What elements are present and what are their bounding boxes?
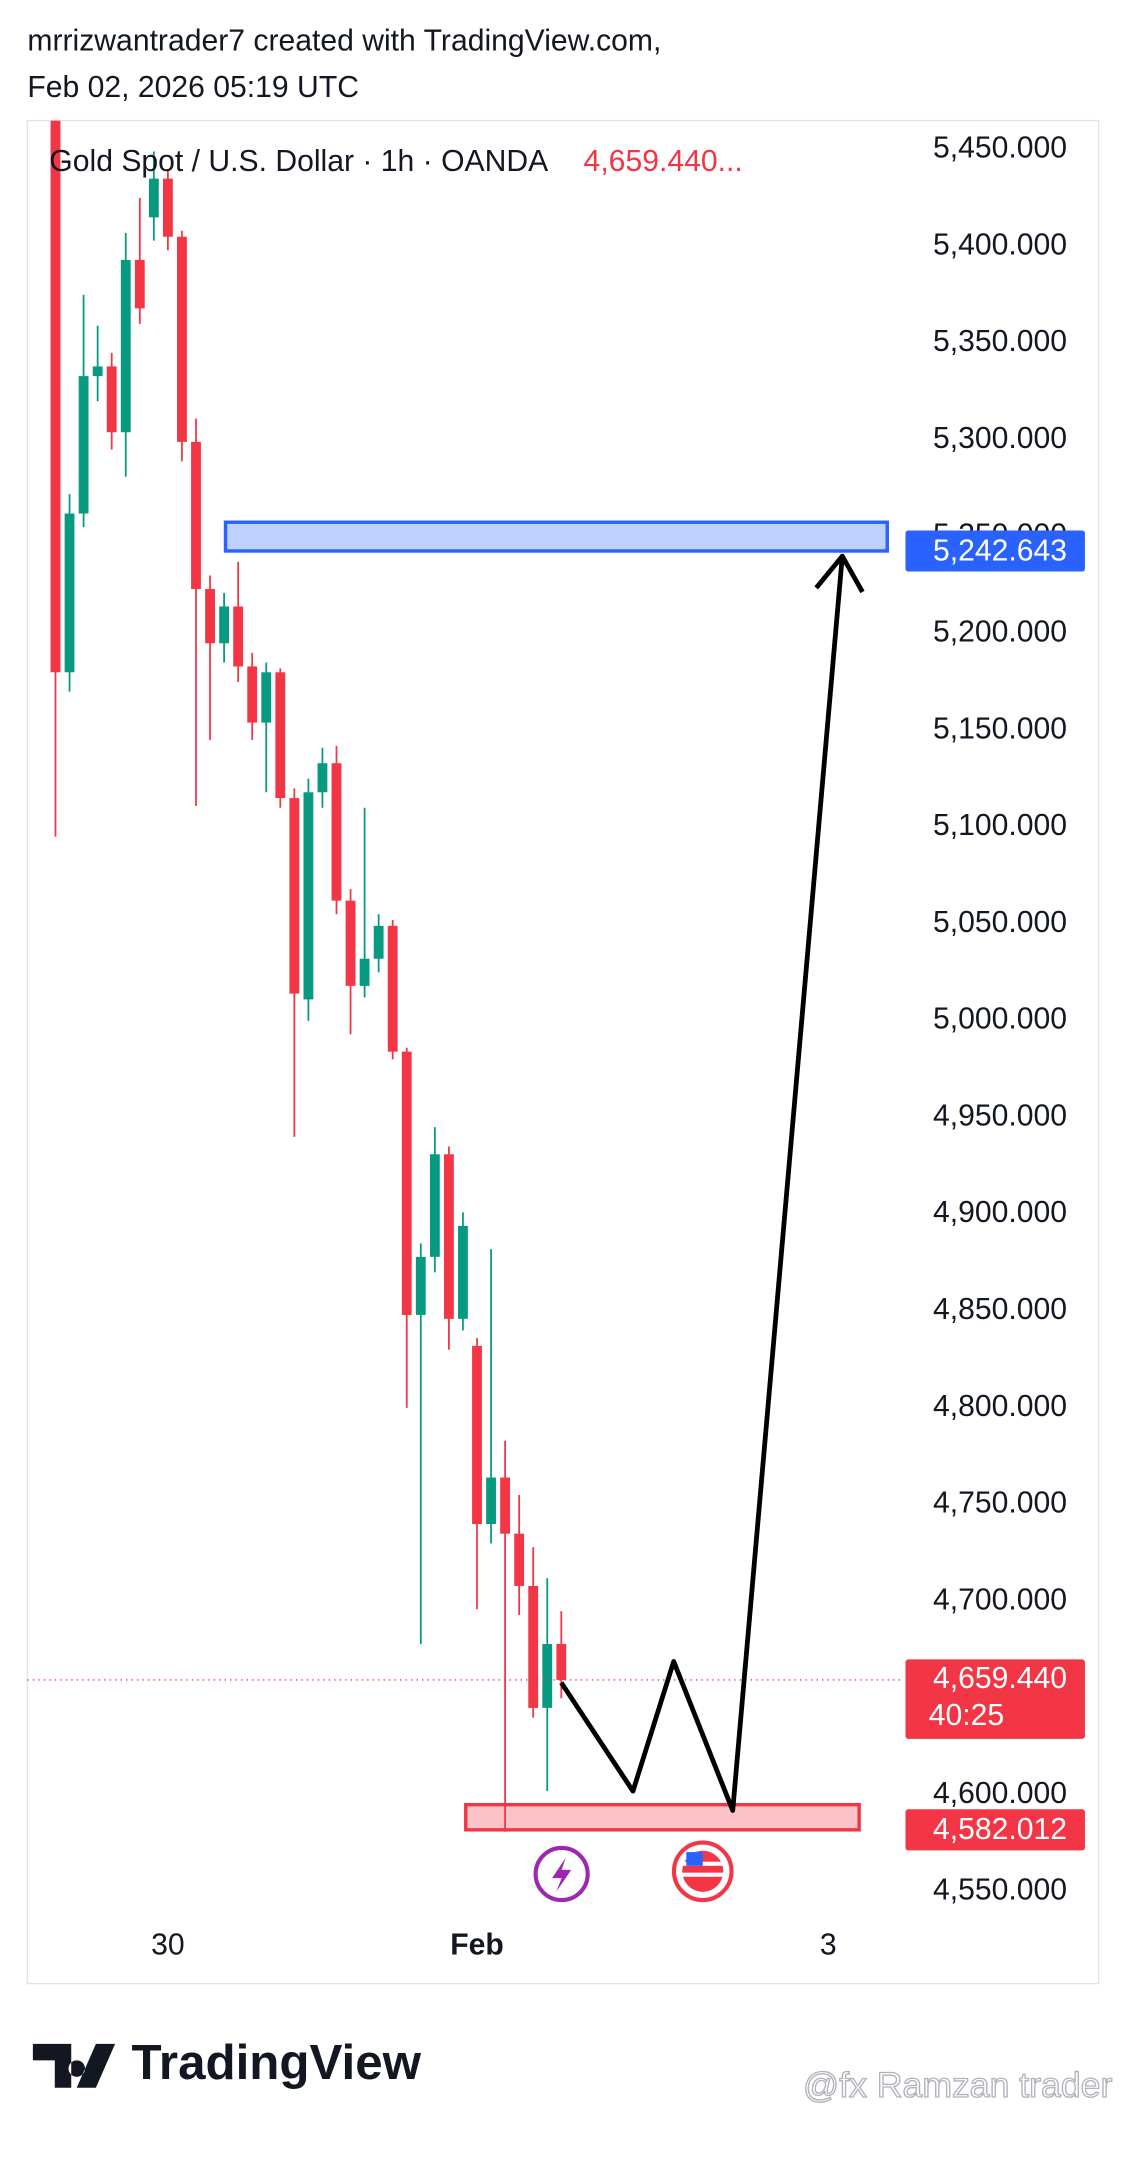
candle-body: [331, 763, 342, 901]
candle-body: [429, 1154, 440, 1257]
y-tick-label: 4,750.000: [933, 1487, 1067, 1520]
candle-body: [120, 259, 131, 433]
price-label-box: [905, 530, 1085, 572]
y-tick-label: 4,850.000: [933, 1293, 1067, 1326]
y-tick-label: 5,100.000: [933, 809, 1067, 842]
y-tick-label: 5,300.000: [933, 422, 1067, 455]
logo: TradingView: [32, 2035, 422, 2090]
x-tick-label: Feb: [450, 1929, 504, 1962]
candle-body: [542, 1644, 553, 1708]
y-tick-label: 5,450.000: [933, 132, 1067, 165]
candle-body: [443, 1154, 454, 1319]
candle-body: [191, 441, 201, 590]
x-tick-label: 3: [820, 1929, 837, 1962]
watermark: @fx Ramzan trader: [803, 2065, 1112, 2105]
candle-body: [401, 1051, 412, 1315]
candle-body: [92, 366, 103, 377]
flag-stripe: [682, 1872, 724, 1877]
y-tick-label: 5,050.000: [933, 906, 1067, 939]
y-tick-label: 5,350.000: [933, 325, 1067, 358]
candle-body: [486, 1477, 496, 1524]
candle-body: [345, 900, 356, 986]
zone: [223, 520, 889, 553]
candle-body: [219, 606, 230, 644]
y-tick-label: 4,700.000: [933, 1583, 1067, 1616]
y-tick-label: 4,600.000: [933, 1777, 1067, 1810]
candle-body: [458, 1225, 468, 1319]
header-line: Feb 02, 2026 05:19 UTC: [27, 71, 359, 104]
candle-body: [177, 236, 187, 442]
candle-body: [134, 259, 145, 309]
candle-body: [78, 376, 89, 514]
header-line: mrrizwantrader7 created with TradingView…: [27, 24, 661, 57]
y-tick-label: 5,400.000: [933, 228, 1067, 261]
arrow-path: [559, 555, 845, 1813]
candle-body: [373, 925, 384, 959]
candle-body: [317, 763, 328, 793]
y-tick-label: 5,200.000: [933, 616, 1067, 649]
candle-body: [50, 120, 61, 673]
candle-body: [528, 1585, 539, 1708]
y-tick-label: 4,950.000: [933, 1099, 1067, 1132]
logo-mark: [32, 2043, 116, 2088]
event-icons: [533, 1840, 734, 1903]
candle-body: [303, 792, 314, 1000]
candle-body: [247, 666, 258, 723]
y-tick-label: 5,000.000: [933, 1003, 1067, 1036]
flash-icon: [552, 1857, 572, 1892]
candle-body: [556, 1644, 567, 1680]
candle-body: [472, 1345, 482, 1524]
candle-body: [289, 798, 300, 994]
zone: [464, 1802, 861, 1832]
candle-body: [500, 1477, 511, 1534]
price-label: 5,242.643: [933, 534, 1067, 567]
candle-body: [387, 925, 398, 1052]
candle-body: [162, 178, 173, 237]
flag-canton: [686, 1852, 703, 1866]
y-tick-label: 4,800.000: [933, 1390, 1067, 1423]
price-label-box: [905, 1809, 1085, 1851]
logo-text: TradingView: [132, 2035, 422, 2090]
title-price: 4,659.440...: [584, 145, 743, 178]
price-label-box: [905, 1659, 1085, 1739]
arrow-head: [814, 553, 865, 594]
candle-body: [275, 672, 286, 799]
countdown: 40:25: [929, 1699, 1004, 1732]
x-tick-label: 30: [151, 1929, 185, 1962]
candle-body: [148, 178, 159, 218]
candle-body: [64, 513, 75, 673]
candle-body: [261, 672, 272, 723]
candle-body: [415, 1256, 426, 1315]
y-tick-label: 4,550.000: [933, 1874, 1067, 1907]
candle-body: [205, 589, 215, 644]
y-tick-label: 5,150.000: [933, 712, 1067, 745]
candle-body: [106, 366, 117, 433]
candle-body: [514, 1533, 525, 1586]
price-label: 4,582.012: [933, 1813, 1067, 1846]
price-label: 4,659.440: [933, 1662, 1067, 1695]
y-tick-label: 4,900.000: [933, 1196, 1067, 1229]
chart-title: Gold Spot / U.S. Dollar · 1h · OANDA: [49, 145, 549, 178]
candle-body: [233, 606, 244, 667]
candle-body: [359, 958, 370, 986]
